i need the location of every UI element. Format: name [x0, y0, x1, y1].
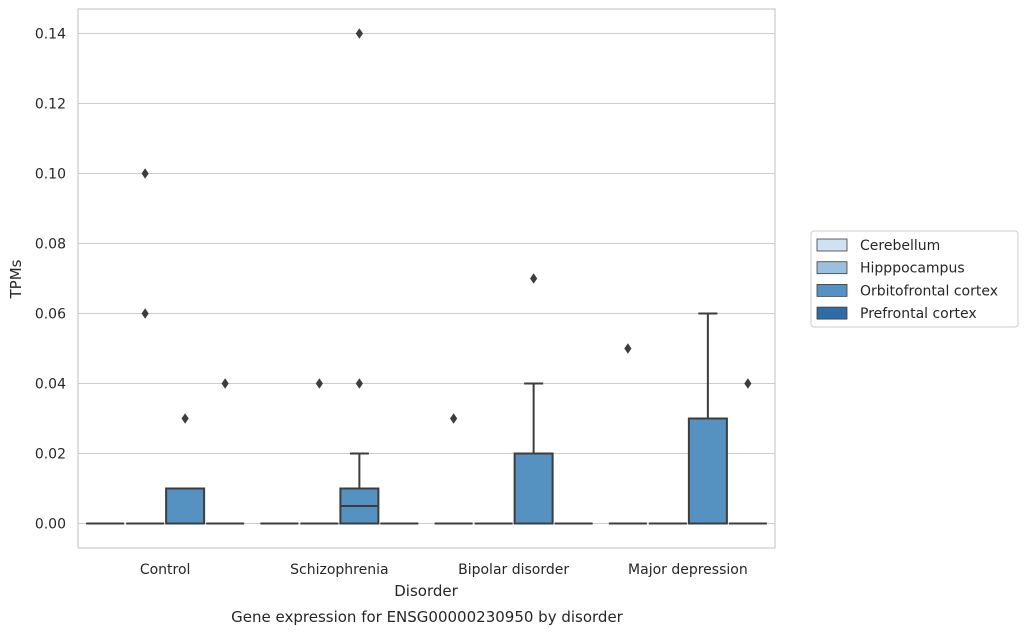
- legend: Cerebellum Hipppocampus Orbitofrontal cort…: [810, 230, 1019, 328]
- box-body: [687, 417, 728, 525]
- legend-label: Orbitofrontal cortex: [860, 283, 998, 299]
- box-0-3: [206, 378, 245, 525]
- legend-label: Hipppocampus: [860, 261, 965, 277]
- outlier-point: [315, 378, 323, 389]
- outlier-point: [530, 273, 538, 284]
- y-tick-label: 0.02: [35, 447, 66, 463]
- box-0-2: [165, 413, 206, 525]
- outlier-point: [355, 378, 363, 389]
- plot-frame: [77, 8, 776, 549]
- outlier-point: [744, 378, 752, 389]
- outlier-point: [624, 343, 632, 354]
- x-tick-label: Bipolar disorder: [458, 562, 569, 578]
- legend-label: Cerebellum: [860, 238, 940, 254]
- outlier-point: [181, 413, 189, 424]
- outlier-point: [221, 378, 229, 389]
- box-3-3: [728, 378, 767, 525]
- legend-swatch: [816, 261, 848, 275]
- y-tick-label: 0.04: [35, 377, 66, 393]
- outlier-point: [141, 168, 149, 179]
- grid-lines: [78, 32, 775, 525]
- y-axis-ticks: 0.00 0.02 0.04 0.06 0.08 0.10 0.12 0.14: [35, 27, 66, 533]
- y-tick-label: 0.06: [35, 307, 66, 323]
- x-axis-ticks: Control Schizophrenia Bipolar disorder Majo…: [140, 562, 748, 578]
- outlier-point: [355, 28, 363, 39]
- y-tick-label: 0.10: [35, 167, 66, 183]
- box-3-2: [687, 312, 728, 525]
- chart-caption: Gene expression for ENSG00000230950 by d…: [231, 608, 624, 626]
- y-tick-label: 0.08: [35, 237, 66, 253]
- box-0-1: [126, 168, 165, 525]
- legend-swatch: [816, 306, 848, 320]
- x-tick-label: Major depression: [628, 562, 748, 578]
- legend-swatch: [816, 283, 848, 297]
- box-body: [513, 452, 554, 525]
- y-axis-label: TPMs: [7, 259, 25, 299]
- box-2-2: [513, 273, 554, 525]
- outlier-point: [141, 308, 149, 319]
- x-axis-label: Disorder: [394, 582, 458, 600]
- y-tick-label: 0.14: [35, 27, 66, 43]
- box-1-2: [339, 28, 380, 525]
- box-body: [165, 487, 206, 525]
- legend-swatch: [816, 238, 848, 252]
- x-tick-label: Control: [140, 562, 191, 578]
- legend-label: Prefrontal cortex: [860, 306, 977, 322]
- box-plot-area: [86, 28, 767, 525]
- y-tick-label: 0.12: [35, 97, 66, 113]
- legend-frame: [810, 230, 1019, 328]
- outlier-point: [450, 413, 458, 424]
- y-tick-label: 0.00: [35, 517, 66, 533]
- x-tick-label: Schizophrenia: [290, 562, 388, 578]
